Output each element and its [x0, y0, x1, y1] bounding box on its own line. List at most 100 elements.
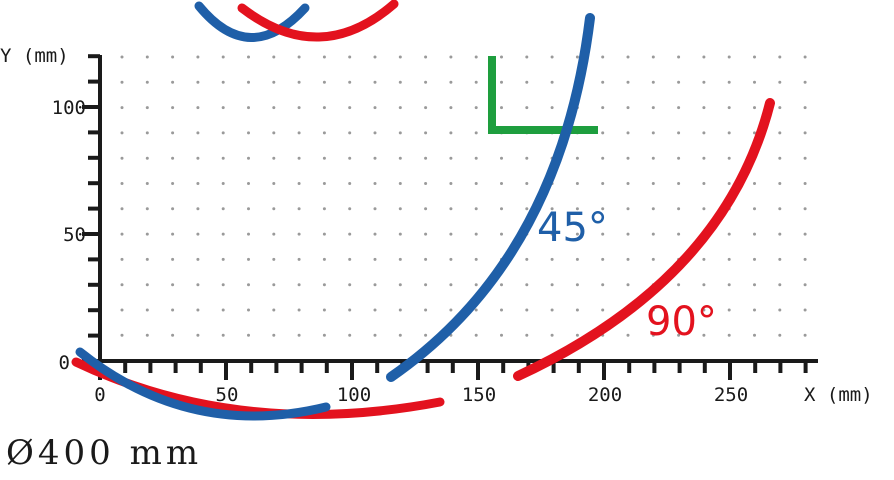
grid-dot — [474, 156, 478, 160]
grid-dot — [651, 232, 655, 236]
grid-dot — [753, 131, 756, 135]
grid-dot — [145, 55, 149, 59]
grid-dot — [373, 55, 377, 59]
grid-dot — [550, 283, 554, 287]
grid-dot — [424, 106, 428, 110]
grid-dot — [196, 55, 200, 59]
grid-dot — [651, 182, 655, 185]
grid-dot — [626, 283, 630, 287]
grid-dot — [778, 182, 782, 185]
grid-dot — [247, 207, 250, 211]
grid-dot — [373, 232, 377, 236]
grid-dot — [297, 308, 301, 312]
grid-dot — [171, 283, 175, 287]
grid-dot — [449, 232, 453, 236]
grid-dot — [778, 131, 782, 135]
grid-dot — [196, 131, 200, 135]
grid-dot — [247, 232, 250, 236]
grid-dot — [145, 257, 149, 261]
grid-dot — [803, 55, 807, 59]
grid-dot — [171, 80, 175, 84]
grid-dot — [373, 283, 377, 287]
grid-dot — [575, 308, 579, 312]
grid-dot — [702, 80, 706, 84]
grid-dot — [803, 80, 807, 84]
grid-dot — [449, 308, 453, 312]
grid-dot — [474, 283, 478, 287]
grid-dot — [247, 257, 250, 261]
grid-dot — [247, 308, 250, 312]
grid-dot — [120, 131, 124, 135]
grid-dot — [272, 207, 276, 211]
x-tick-label-0: 0 — [94, 384, 105, 406]
grid-dot — [601, 257, 605, 261]
grid-dot — [677, 80, 681, 84]
grid-dot — [500, 232, 503, 236]
y-tick-label-100: 100 — [52, 97, 86, 119]
grid-dot — [171, 308, 175, 312]
grid-dot — [677, 156, 681, 160]
grid-dot — [272, 80, 276, 84]
grid-dot — [651, 106, 655, 110]
grid-dot — [626, 333, 630, 337]
grid-dot — [550, 232, 554, 236]
grid-dot — [677, 283, 681, 287]
x-tick-label-100: 100 — [337, 384, 371, 406]
grid-dot — [120, 283, 124, 287]
grid-dot — [120, 182, 124, 185]
top-arc-red — [237, 0, 399, 42]
grid-dot — [449, 80, 453, 84]
grid-dot — [601, 308, 605, 312]
grid-dot — [322, 257, 326, 261]
grid-dot — [626, 80, 630, 84]
grid-dot — [601, 131, 605, 135]
grid-dot — [449, 182, 453, 185]
grid-dot — [247, 182, 250, 185]
grid-dot — [424, 257, 428, 261]
grid-dot — [626, 182, 630, 185]
grid-dot — [677, 182, 681, 185]
grid-dot — [171, 257, 175, 261]
grid-dot — [297, 257, 301, 261]
grid-dot — [424, 333, 428, 337]
grid-dot — [196, 207, 200, 211]
grid-dot — [575, 333, 579, 337]
grid-dot — [525, 308, 529, 312]
grid-dot — [474, 182, 478, 185]
grid-dot — [651, 308, 655, 312]
grid-dot — [348, 182, 352, 185]
grid-dot — [120, 308, 124, 312]
grid-dot — [120, 106, 124, 110]
grid-dot — [348, 333, 352, 337]
grid-dot — [601, 106, 605, 110]
x-tick-label-200: 200 — [588, 384, 622, 406]
grid-dot — [474, 333, 478, 337]
grid-dot — [727, 80, 731, 84]
grid-dot — [525, 283, 529, 287]
grid-dot — [398, 131, 402, 135]
grid-dot — [120, 232, 124, 236]
grid-dot — [803, 333, 807, 337]
grid-dot — [272, 308, 276, 312]
grid-dot — [500, 283, 503, 287]
grid-dot — [727, 55, 731, 59]
grid-dot — [651, 333, 655, 337]
grid-dot — [651, 80, 655, 84]
grid-dot — [601, 182, 605, 185]
grid-dot — [196, 80, 200, 84]
grid-dot — [778, 257, 782, 261]
grid-dot — [753, 308, 756, 312]
grid-dot — [500, 55, 503, 59]
grid-dot — [550, 106, 554, 110]
grid-dot — [272, 55, 276, 59]
grid-dot — [322, 80, 326, 84]
grid-dot — [753, 207, 756, 211]
grid-dot — [424, 182, 428, 185]
grid-dot — [803, 156, 807, 160]
grid-dot — [272, 283, 276, 287]
grid-dot — [424, 207, 428, 211]
grid-dot — [196, 308, 200, 312]
grid-dot — [803, 207, 807, 211]
grid-dot — [348, 55, 352, 59]
grid-dot — [398, 55, 402, 59]
